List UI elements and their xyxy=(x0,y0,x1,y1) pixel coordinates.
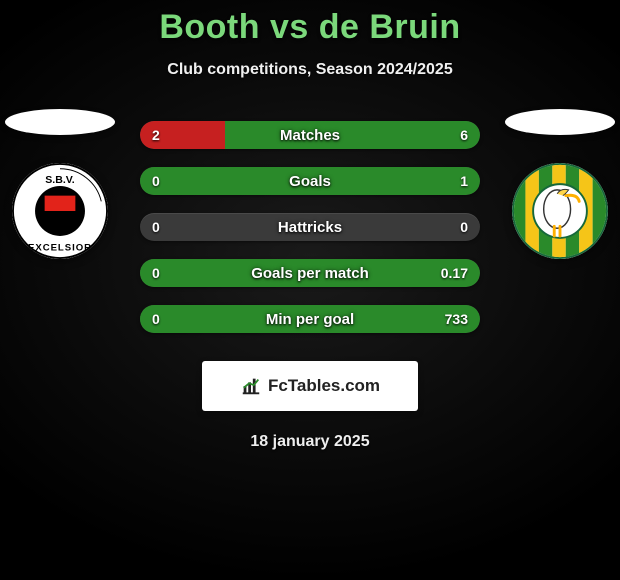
branding-badge[interactable]: FcTables.com xyxy=(202,361,418,411)
left-club-logo: S.B.V. EXCELSIOR xyxy=(12,163,108,259)
stat-label: Hattricks xyxy=(140,213,480,241)
stat-fill-right xyxy=(140,305,480,333)
stat-fill-left xyxy=(140,121,225,149)
page-title: Booth vs de Bruin xyxy=(0,8,620,47)
content-wrapper: Booth vs de Bruin Club competitions, Sea… xyxy=(0,0,620,451)
ado-badge-icon xyxy=(512,163,608,259)
stat-fill-right xyxy=(140,167,480,195)
left-club-column: S.B.V. EXCELSIOR xyxy=(0,109,120,259)
right-name-placeholder xyxy=(505,109,615,135)
date-text: 18 january 2025 xyxy=(0,433,620,451)
compare-area: S.B.V. EXCELSIOR xyxy=(0,121,620,333)
svg-text:EXCELSIOR: EXCELSIOR xyxy=(28,242,92,253)
stat-fill-right xyxy=(225,121,480,149)
stat-row: 0733Min per goal xyxy=(140,305,480,333)
left-name-placeholder xyxy=(5,109,115,135)
stat-row: 01Goals xyxy=(140,167,480,195)
excelsior-badge-icon: S.B.V. EXCELSIOR xyxy=(12,163,108,259)
subtitle: Club competitions, Season 2024/2025 xyxy=(0,61,620,79)
stat-row: 26Matches xyxy=(140,121,480,149)
branding-text: FcTables.com xyxy=(268,376,380,396)
right-club-column xyxy=(500,109,620,259)
stats-bars: 26Matches 01Goals 0 0Hattricks 00.17Goals pe… xyxy=(140,121,480,333)
stat-row: 0 0Hattricks xyxy=(140,213,480,241)
svg-text:S.B.V.: S.B.V. xyxy=(45,174,75,186)
stat-row: 00.17Goals per match xyxy=(140,259,480,287)
stat-fill-right xyxy=(140,259,480,287)
stat-value-left: 0 xyxy=(152,213,160,241)
stat-value-right: 0 xyxy=(460,213,468,241)
right-club-logo xyxy=(512,163,608,259)
chart-icon xyxy=(240,375,262,397)
